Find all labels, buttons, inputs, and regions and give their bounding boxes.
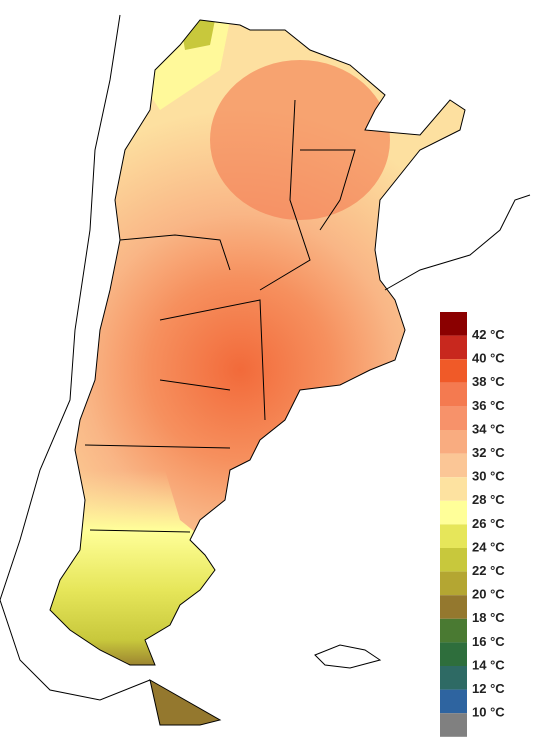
legend-label: 10 °C [472, 705, 505, 720]
legend-swatch [440, 642, 467, 666]
legend-label: 20 °C [472, 587, 505, 602]
legend-label: 26 °C [472, 516, 505, 531]
legend-label: 24 °C [472, 539, 505, 554]
legend-label: 30 °C [472, 469, 505, 484]
legend-label: 36 °C [472, 398, 505, 413]
legend-swatch [440, 312, 467, 336]
legend-label: 34 °C [472, 421, 505, 436]
legend-swatch [440, 382, 467, 407]
legend-swatch [440, 406, 467, 430]
tierra-del-fuego [149, 679, 222, 726]
legend-swatch [440, 430, 467, 454]
legend-swatch [440, 359, 467, 383]
legend-swatch [440, 524, 467, 548]
legend-swatch [440, 618, 467, 643]
legend-label: 32 °C [472, 445, 505, 460]
legend-swatch [440, 477, 467, 501]
legend-swatch [440, 666, 467, 690]
islands [314, 644, 382, 669]
legend-swatch [440, 571, 467, 596]
legend-label: 38 °C [472, 374, 505, 389]
legend-label: 42 °C [472, 327, 505, 342]
legend-label: 22 °C [472, 563, 505, 578]
province-borders [84, 99, 356, 533]
legend-label: 12 °C [472, 681, 505, 696]
legend-label: 16 °C [472, 634, 505, 649]
legend-swatch [440, 713, 467, 737]
country-outline [49, 19, 466, 666]
uruguay-coast [384, 194, 531, 291]
legend-swatch [440, 500, 467, 525]
legend: 42 °C 40 °C 38 °C 36 °C 34 °C 32 °C 30 °C 28 °C… [440, 312, 505, 737]
legend-swatch [440, 453, 467, 478]
legend-swatch [440, 335, 467, 360]
legend-label: 14 °C [472, 657, 505, 672]
legend-label: 18 °C [472, 610, 505, 625]
chile-outline [0, 14, 151, 701]
legend-swatch [440, 595, 467, 619]
legend-swatch [440, 548, 467, 572]
legend-swatch [440, 689, 467, 714]
legend-label: 28 °C [472, 492, 505, 507]
legend-label: 40 °C [472, 351, 505, 366]
